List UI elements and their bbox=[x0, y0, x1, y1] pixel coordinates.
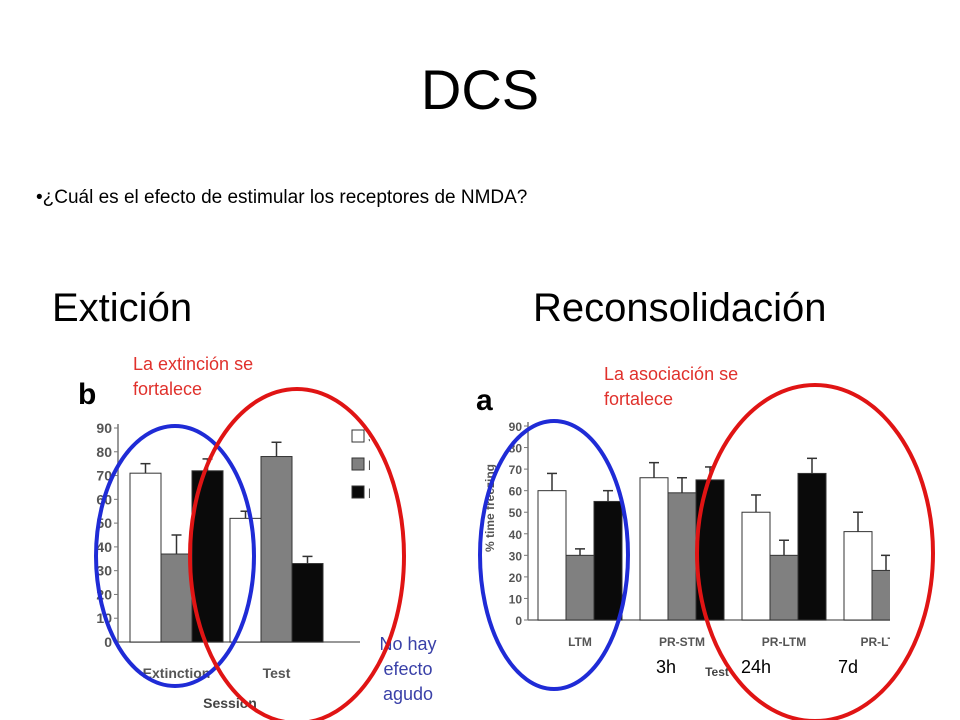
slide-title: DCS bbox=[420, 58, 540, 121]
y-tick-label: 70 bbox=[509, 463, 523, 477]
y-tick-label: 50 bbox=[509, 506, 523, 520]
y-tick-label: 10 bbox=[509, 592, 523, 606]
bar-series-2 bbox=[565, 554, 595, 621]
bar-series-1 bbox=[741, 511, 771, 621]
y-tick-label: 10 bbox=[96, 610, 112, 626]
panel-letter: b bbox=[78, 378, 96, 411]
note-association-line-2: fortalece bbox=[604, 389, 674, 409]
note-no-effect: No hay efecto agudo bbox=[360, 632, 456, 707]
note-extinction-line-2: fortalece bbox=[133, 379, 203, 399]
heading-reconsolidation: Reconsolidación bbox=[533, 286, 827, 330]
note-extinction: La extinción se fortalece bbox=[133, 352, 253, 402]
heading-extinction: Extición bbox=[52, 286, 193, 330]
y-tick-label: 30 bbox=[96, 563, 112, 579]
chart-reconsolidation: a 0 10 20 30 40 50 60 70 80 90 LTM PR-STM PR-LTM PR-L T… bbox=[476, 388, 890, 679]
y-tick-label: 40 bbox=[509, 528, 523, 542]
y-tick-label: 0 bbox=[104, 634, 112, 650]
note-association-line-1: La asociación se bbox=[604, 364, 739, 384]
y-tick-label: 60 bbox=[96, 491, 112, 507]
y-tick-label: 30 bbox=[509, 549, 523, 563]
y-tick-label: 40 bbox=[96, 539, 112, 555]
question-bullet: •¿Cuál es el efecto de estimular los rec… bbox=[36, 187, 528, 208]
legend-label: DCS bbox=[368, 485, 370, 501]
bar-saline bbox=[129, 472, 162, 643]
bar-series-3 bbox=[593, 500, 623, 621]
time-label-7d: 7d bbox=[838, 657, 859, 677]
y-tick-label: 80 bbox=[509, 442, 523, 456]
y-tick-label: 90 bbox=[509, 420, 523, 434]
bar-series-3 bbox=[695, 479, 725, 621]
note-extinction-line-1: La extinción se bbox=[133, 354, 254, 374]
time-label-3h: 3h bbox=[656, 657, 677, 677]
time-label-24h: 24h bbox=[741, 657, 772, 677]
x-category-label: Test bbox=[263, 665, 291, 681]
legend-swatch bbox=[351, 429, 365, 443]
x-category-label: LTM bbox=[568, 635, 592, 649]
y-axis-title: % time freezing bbox=[483, 464, 497, 552]
note-association: La asociación se fortalece bbox=[604, 362, 738, 412]
bar-series-2 bbox=[871, 569, 890, 621]
x-category-label: Extinction bbox=[143, 665, 211, 681]
bar-mk-801 bbox=[160, 553, 193, 643]
bar-series-2 bbox=[667, 492, 697, 621]
y-tick-label: 90 bbox=[96, 420, 112, 436]
x-category-label: PR-LTM bbox=[762, 635, 806, 649]
legend-swatch bbox=[351, 485, 365, 499]
x-axis-title: Session bbox=[203, 695, 257, 711]
bar-dcs bbox=[191, 470, 224, 643]
chart-extinction: b 0 10 20 30 40 50 60 70 80 90 Extinction Test Sessio… bbox=[78, 378, 370, 711]
y-tick-label: 80 bbox=[96, 444, 112, 460]
y-tick-label: 50 bbox=[96, 515, 112, 531]
y-tick-label: 0 bbox=[515, 614, 522, 628]
y-tick-label: 70 bbox=[96, 468, 112, 484]
bar-mk-801 bbox=[260, 456, 293, 643]
bar-series-2 bbox=[769, 554, 799, 621]
x-category-label: PR-STM bbox=[659, 635, 705, 649]
bar-series-1 bbox=[843, 531, 873, 621]
legend-swatch bbox=[351, 457, 365, 471]
bar-series-1 bbox=[537, 490, 567, 621]
x-category-label: PR-LTM2 bbox=[860, 635, 890, 649]
y-tick-label: 60 bbox=[509, 485, 523, 499]
x-axis-title: Test bbox=[705, 665, 729, 679]
bar-series-3 bbox=[797, 472, 827, 621]
bar-series-1 bbox=[639, 477, 669, 621]
note-no-effect-line-2: efecto bbox=[383, 659, 433, 679]
bar-dcs bbox=[291, 563, 324, 643]
note-no-effect-line-1: No hay bbox=[379, 634, 437, 654]
bar-saline bbox=[229, 517, 262, 643]
y-tick-label: 20 bbox=[96, 586, 112, 602]
legend-label: MK-801 bbox=[368, 457, 370, 473]
legend-label: Saline bbox=[368, 429, 370, 445]
note-no-effect-line-3: agudo bbox=[382, 684, 434, 704]
panel-letter: a bbox=[476, 388, 493, 417]
y-tick-label: 20 bbox=[509, 571, 523, 585]
